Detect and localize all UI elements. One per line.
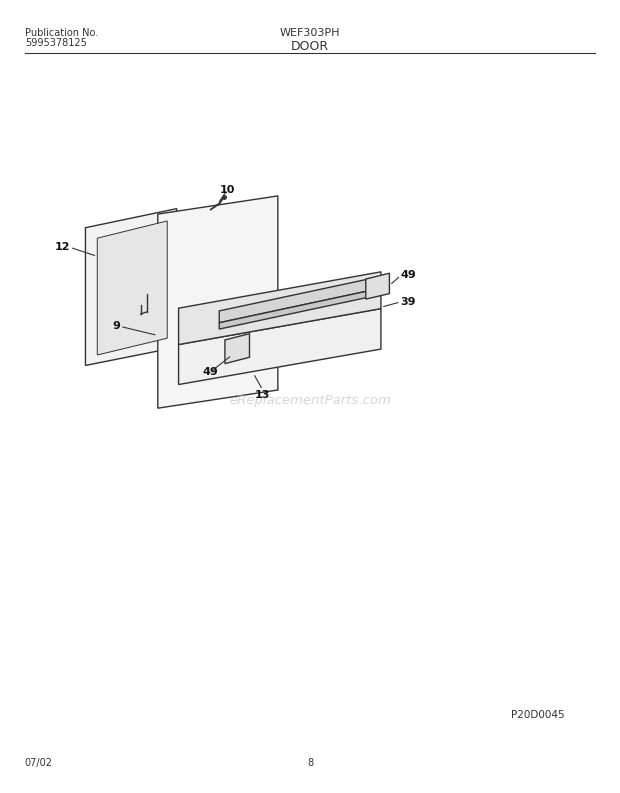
Text: P20D0045: P20D0045 bbox=[511, 710, 564, 720]
Text: DOOR: DOOR bbox=[291, 40, 329, 52]
Polygon shape bbox=[219, 288, 381, 329]
Polygon shape bbox=[157, 196, 278, 408]
Text: 12: 12 bbox=[55, 243, 70, 252]
Text: 39: 39 bbox=[401, 297, 416, 307]
Text: WEF303PH: WEF303PH bbox=[280, 28, 340, 38]
Polygon shape bbox=[225, 334, 249, 364]
Text: 8: 8 bbox=[307, 757, 313, 768]
Text: Publication No.: Publication No. bbox=[25, 28, 98, 38]
Polygon shape bbox=[86, 209, 177, 366]
Text: 49: 49 bbox=[401, 270, 417, 281]
Text: 10: 10 bbox=[219, 185, 235, 195]
Polygon shape bbox=[366, 273, 389, 299]
Text: 07/02: 07/02 bbox=[25, 757, 53, 768]
Polygon shape bbox=[97, 221, 167, 355]
Polygon shape bbox=[179, 272, 381, 344]
Text: 5995378125: 5995378125 bbox=[25, 38, 87, 48]
Text: eReplacementParts.com: eReplacementParts.com bbox=[229, 394, 391, 407]
Text: 9: 9 bbox=[112, 321, 120, 331]
Polygon shape bbox=[219, 277, 381, 323]
Polygon shape bbox=[179, 308, 381, 385]
Text: 13: 13 bbox=[255, 390, 270, 400]
Text: 49: 49 bbox=[203, 367, 219, 377]
